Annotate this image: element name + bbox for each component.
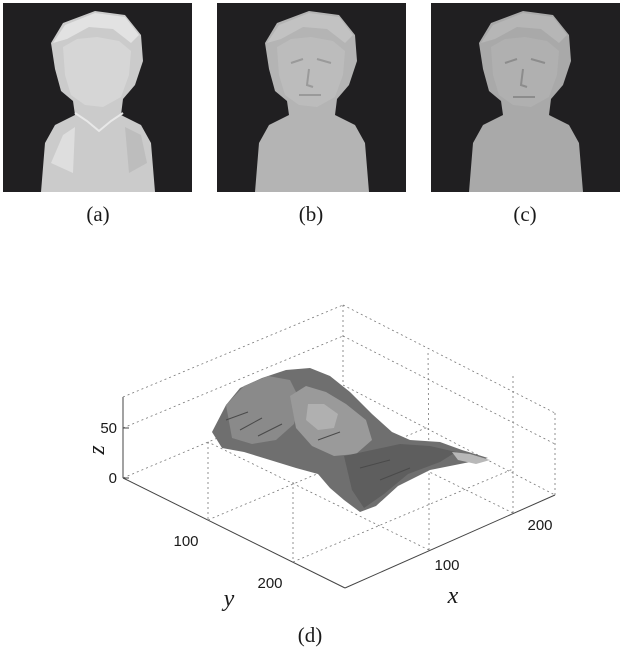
z-tick-label: 50 (100, 420, 117, 437)
x-tick-label: 100 (434, 557, 459, 574)
x-tick-label: 200 (527, 517, 552, 534)
bust-a-image (41, 11, 155, 192)
z-axis-ticks: 0 50 (100, 420, 129, 487)
z-tick-label: 0 (109, 470, 117, 487)
x-axis-label: x (447, 583, 459, 609)
z-axis-label: z (84, 445, 110, 456)
caption-b: (b) (298, 202, 324, 226)
caption-a: (a) (86, 202, 110, 226)
x-axis-ticks: 100 200 (434, 517, 552, 574)
surface-plot: 0 50 100 200 100 200 z y x (84, 304, 556, 612)
y-tick-label: 200 (257, 575, 282, 592)
y-axis-label: y (222, 586, 235, 612)
surface-mesh (212, 368, 490, 512)
y-axis-ticks: 100 200 (173, 533, 282, 592)
y-tick-label: 100 (173, 533, 198, 550)
grid-lines (122, 304, 556, 563)
image-panel-b (217, 3, 406, 192)
caption-c: (c) (513, 202, 537, 226)
image-panel-c (431, 3, 620, 192)
plot-box (122, 397, 556, 589)
image-panel-a (3, 3, 192, 192)
bust-b-image (255, 11, 369, 192)
caption-d: (d) (297, 623, 323, 647)
bust-c-image (469, 11, 583, 192)
